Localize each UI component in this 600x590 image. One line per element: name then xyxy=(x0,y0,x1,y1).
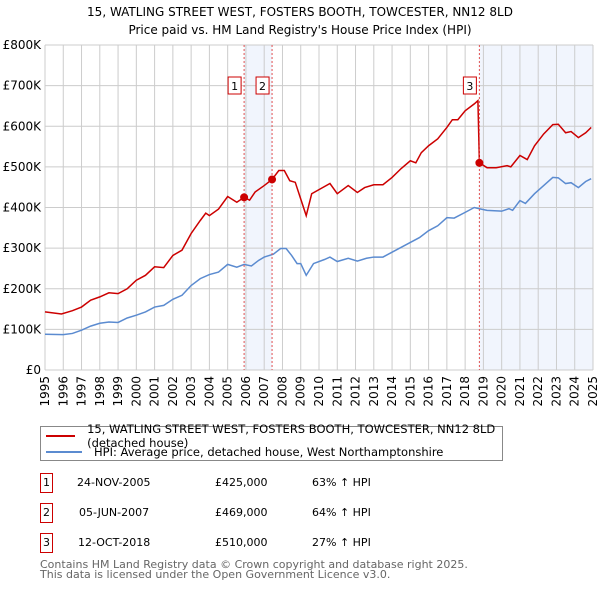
x-tick-label: 2019 xyxy=(476,376,490,407)
sale-hpi: 64% ↑ HPI xyxy=(312,506,371,519)
x-tick-label: 2004 xyxy=(202,376,216,407)
chart-subtitle: Price paid vs. HM Land Registry's House … xyxy=(128,23,471,37)
x-tick-label: 2002 xyxy=(166,376,180,407)
sale-label: 2 xyxy=(259,80,266,93)
y-tick-label: £300K xyxy=(3,241,43,255)
y-tick-label: £100K xyxy=(3,322,43,336)
sale-date: 12-OCT-2018 xyxy=(78,536,151,549)
x-tick-label: 2020 xyxy=(495,376,509,407)
sale-label: 1 xyxy=(231,80,238,93)
sale-point xyxy=(240,193,249,202)
x-tick-label: 2003 xyxy=(184,376,198,407)
x-tick-label: 2022 xyxy=(531,376,545,407)
chart-legend: 15, WATLING STREET WEST, FOSTERS BOOTH, … xyxy=(40,422,503,461)
sale-number: 2 xyxy=(40,503,53,523)
x-tick-label: 2018 xyxy=(458,376,472,407)
y-tick-label: £200K xyxy=(3,282,43,296)
sale-date: 05-JUN-2007 xyxy=(79,506,150,519)
sale-label: 3 xyxy=(466,80,473,93)
x-tick-label: 2011 xyxy=(330,376,344,407)
price-chart: 15, WATLING STREET WEST, FOSTERS BOOTH, … xyxy=(3,5,600,407)
sale-number: 1 xyxy=(40,473,53,493)
legend-item-hpi: HPI: Average price, detached house, West… xyxy=(41,444,443,460)
sale-number: 3 xyxy=(40,533,53,553)
x-tick-label: 2014 xyxy=(385,376,399,407)
sale-date: 24-NOV-2005 xyxy=(77,476,151,489)
x-tick-label: 2025 xyxy=(586,376,600,407)
y-tick-label: £500K xyxy=(3,160,43,174)
x-tick-label: 2017 xyxy=(440,376,454,407)
footer-attribution: Contains HM Land Registry data © Crown c… xyxy=(40,558,468,581)
x-tick-label: 2006 xyxy=(239,376,253,407)
x-tick-label: 2005 xyxy=(221,376,235,407)
x-tick-label: 2000 xyxy=(129,376,143,407)
legend-label: HPI: Average price, detached house, West… xyxy=(94,445,444,459)
y-tick-label: £400K xyxy=(3,201,43,215)
y-tick-label: £700K xyxy=(3,79,43,93)
footer-line: Contains HM Land Registry data © Crown c… xyxy=(40,558,468,571)
legend-label: 15, WATLING STREET WEST, FOSTERS BOOTH, … xyxy=(87,422,496,450)
sale-label-box xyxy=(255,76,270,95)
sale-label-box xyxy=(462,76,477,95)
x-tick-label: 2012 xyxy=(349,376,363,407)
sale-hpi: 63% ↑ HPI xyxy=(312,476,371,489)
y-tick-label: £0 xyxy=(26,363,41,377)
x-tick-label: 1995 xyxy=(38,376,52,407)
x-tick-label: 1999 xyxy=(111,376,125,407)
x-tick-label: 2016 xyxy=(422,376,436,407)
sale-price: £425,000 xyxy=(215,476,268,489)
x-tick-label: 2008 xyxy=(275,376,289,407)
sale-point xyxy=(475,158,484,167)
x-tick-label: 2015 xyxy=(403,376,417,407)
sale-point xyxy=(268,175,277,184)
x-tick-label: 1998 xyxy=(93,376,107,407)
x-tick-label: 1997 xyxy=(75,376,89,407)
legend-swatch-blue xyxy=(46,451,82,453)
x-tick-label: 2023 xyxy=(549,376,563,407)
footer-line: This data is licensed under the Open Gov… xyxy=(40,568,391,581)
y-tick-label: £600K xyxy=(3,119,43,133)
x-tick-label: 2021 xyxy=(513,376,527,407)
x-tick-label: 2024 xyxy=(568,376,582,407)
legend-item-property: 15, WATLING STREET WEST, FOSTERS BOOTH, … xyxy=(41,422,502,450)
chart-title: 15, WATLING STREET WEST, FOSTERS BOOTH, … xyxy=(87,5,513,19)
x-tick-label: 2009 xyxy=(294,376,308,407)
x-tick-label: 2001 xyxy=(148,376,162,407)
hpi-line xyxy=(44,176,592,336)
y-tick-label: £800K xyxy=(3,38,43,52)
property-price-line xyxy=(44,99,592,315)
sale-label-box xyxy=(227,76,242,95)
x-tick-label: 2010 xyxy=(312,376,326,407)
x-tick-label: 1996 xyxy=(56,376,70,407)
sale-price: £510,000 xyxy=(215,536,268,549)
sale-hpi: 27% ↑ HPI xyxy=(312,536,371,549)
x-tick-label: 2007 xyxy=(257,376,271,407)
x-tick-label: 2013 xyxy=(367,376,381,407)
sale-price: £469,000 xyxy=(215,506,268,519)
legend-swatch-red xyxy=(46,435,76,437)
